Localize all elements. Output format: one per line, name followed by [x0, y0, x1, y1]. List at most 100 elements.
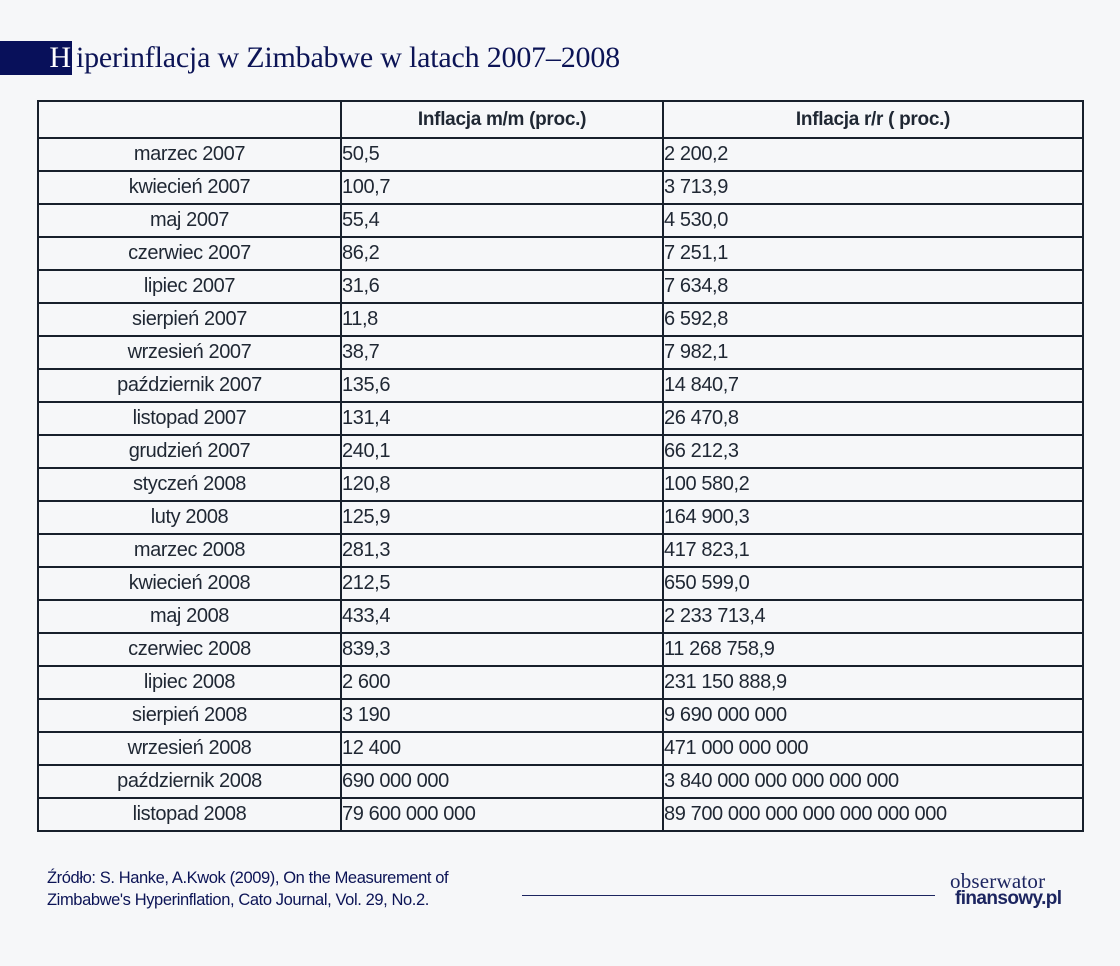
- row-inflation-mm: 79 600 000 000: [340, 797, 664, 832]
- row-month: czerwiec 2008: [37, 632, 342, 667]
- row-inflation-rr: 26 470,8: [662, 401, 1084, 436]
- row-inflation-mm: 120,8: [340, 467, 664, 502]
- table-row: sierpień 2007 11,8 6 592,8: [37, 302, 1084, 337]
- title-accent-block: H: [0, 41, 72, 75]
- source-line-1: Źródło: S. Hanke, A.Kwok (2009), On the …: [47, 869, 449, 887]
- row-inflation-rr: 231 150 888,9: [662, 665, 1084, 700]
- inflation-table: Inflacja m/m (proc.) Inflacja r/r ( proc…: [37, 100, 1084, 832]
- row-month: listopad 2008: [37, 797, 342, 832]
- row-inflation-mm: 131,4: [340, 401, 664, 436]
- row-inflation-rr: 650 599,0: [662, 566, 1084, 601]
- row-inflation-rr: 417 823,1: [662, 533, 1084, 568]
- row-inflation-mm: 38,7: [340, 335, 664, 370]
- row-month: październik 2008: [37, 764, 342, 799]
- table-row: wrzesień 2008 12 400 471 000 000 000: [37, 731, 1084, 766]
- row-inflation-mm: 212,5: [340, 566, 664, 601]
- obserwator-finansowy-logo: obserwator finansowy.pl: [950, 869, 1062, 909]
- logo-top-text: obserwator: [950, 869, 1046, 893]
- table-row: październik 2008 690 000 000 3 840 000 000…: [37, 764, 1084, 799]
- row-inflation-rr: 471 000 000 000: [662, 731, 1084, 766]
- title-text: iperinflacja w Zimbabwe w latach 2007–20…: [76, 41, 620, 74]
- logo-bottom-text: finansowy.pl: [955, 888, 1062, 909]
- table-row: listopad 2008 79 600 000 000 89 700 000 00…: [37, 797, 1084, 832]
- row-month: maj 2008: [37, 599, 342, 634]
- row-inflation-rr: 66 212,3: [662, 434, 1084, 469]
- row-inflation-mm: 839,3: [340, 632, 664, 667]
- row-inflation-mm: 125,9: [340, 500, 664, 535]
- header-mm: Inflacja m/m (proc.): [340, 100, 664, 139]
- row-inflation-rr: 11 268 758,9: [662, 632, 1084, 667]
- table-row: styczeń 2008 120,8 100 580,2: [37, 467, 1084, 502]
- row-inflation-mm: 433,4: [340, 599, 664, 634]
- row-month: maj 2007: [37, 203, 342, 238]
- table-row: luty 2008 125,9 164 900,3: [37, 500, 1084, 535]
- row-month: październik 2007: [37, 368, 342, 403]
- row-inflation-mm: 3 190: [340, 698, 664, 733]
- footer-divider: [522, 895, 935, 896]
- row-inflation-mm: 12 400: [340, 731, 664, 766]
- row-inflation-rr: 2 233 713,4: [662, 599, 1084, 634]
- row-inflation-mm: 50,5: [340, 137, 664, 172]
- row-inflation-rr: 3 840 000 000 000 000 000: [662, 764, 1084, 799]
- table-row: sierpień 2008 3 190 9 690 000 000: [37, 698, 1084, 733]
- row-month: sierpień 2008: [37, 698, 342, 733]
- row-month: wrzesień 2007: [37, 335, 342, 370]
- row-inflation-mm: 100,7: [340, 170, 664, 205]
- row-month: czerwiec 2007: [37, 236, 342, 271]
- row-inflation-rr: 3 713,9: [662, 170, 1084, 205]
- row-month: sierpień 2007: [37, 302, 342, 337]
- header-rr: Inflacja r/r ( proc.): [662, 100, 1084, 139]
- table-row: lipiec 2007 31,6 7 634,8: [37, 269, 1084, 304]
- row-inflation-mm: 2 600: [340, 665, 664, 700]
- row-inflation-rr: 2 200,2: [662, 137, 1084, 172]
- header-month: [37, 100, 342, 139]
- row-inflation-rr: 7 251,1: [662, 236, 1084, 271]
- row-inflation-mm: 281,3: [340, 533, 664, 568]
- row-month: listopad 2007: [37, 401, 342, 436]
- table-row: marzec 2007 50,5 2 200,2: [37, 137, 1084, 172]
- table-row: czerwiec 2008 839,3 11 268 758,9: [37, 632, 1084, 667]
- table-row: maj 2008 433,4 2 233 713,4: [37, 599, 1084, 634]
- row-inflation-rr: 6 592,8: [662, 302, 1084, 337]
- table-row: listopad 2007 131,4 26 470,8: [37, 401, 1084, 436]
- source-note: Źródło: S. Hanke, A.Kwok (2009), On the …: [47, 867, 449, 911]
- table-row: październik 2007 135,6 14 840,7: [37, 368, 1084, 403]
- row-inflation-mm: 240,1: [340, 434, 664, 469]
- table-row: marzec 2008 281,3 417 823,1: [37, 533, 1084, 568]
- row-month: lipiec 2008: [37, 665, 342, 700]
- row-inflation-rr: 89 700 000 000 000 000 000 000: [662, 797, 1084, 832]
- row-inflation-rr: 4 530,0: [662, 203, 1084, 238]
- row-month: kwiecień 2007: [37, 170, 342, 205]
- table-header-row: Inflacja m/m (proc.) Inflacja r/r ( proc…: [37, 100, 1084, 139]
- table-row: kwiecień 2008 212,5 650 599,0: [37, 566, 1084, 601]
- row-inflation-mm: 11,8: [340, 302, 664, 337]
- row-inflation-rr: 100 580,2: [662, 467, 1084, 502]
- row-inflation-rr: 14 840,7: [662, 368, 1084, 403]
- table-row: kwiecień 2007 100,7 3 713,9: [37, 170, 1084, 205]
- row-month: marzec 2008: [37, 533, 342, 568]
- row-month: lipiec 2007: [37, 269, 342, 304]
- row-inflation-mm: 31,6: [340, 269, 664, 304]
- row-inflation-mm: 135,6: [340, 368, 664, 403]
- row-month: luty 2008: [37, 500, 342, 535]
- source-line-2: Zimbabwe's Hyperinflation, Cato Journal,…: [47, 891, 429, 909]
- row-month: wrzesień 2008: [37, 731, 342, 766]
- row-inflation-rr: 9 690 000 000: [662, 698, 1084, 733]
- row-inflation-mm: 86,2: [340, 236, 664, 271]
- row-month: styczeń 2008: [37, 467, 342, 502]
- table-row: wrzesień 2007 38,7 7 982,1: [37, 335, 1084, 370]
- title-initial: H: [49, 41, 71, 74]
- table-row: lipiec 2008 2 600 231 150 888,9: [37, 665, 1084, 700]
- row-inflation-rr: 164 900,3: [662, 500, 1084, 535]
- row-month: marzec 2007: [37, 137, 342, 172]
- row-month: kwiecień 2008: [37, 566, 342, 601]
- table-row: maj 2007 55,4 4 530,0: [37, 203, 1084, 238]
- row-inflation-mm: 690 000 000: [340, 764, 664, 799]
- row-inflation-rr: 7 634,8: [662, 269, 1084, 304]
- page-title: H iperinflacja w Zimbabwe w latach 2007–…: [0, 41, 620, 75]
- row-inflation-mm: 55,4: [340, 203, 664, 238]
- table-row: czerwiec 2007 86,2 7 251,1: [37, 236, 1084, 271]
- row-month: grudzień 2007: [37, 434, 342, 469]
- table-row: grudzień 2007 240,1 66 212,3: [37, 434, 1084, 469]
- table-body: marzec 2007 50,5 2 200,2 kwiecień 2007 100,7…: [37, 137, 1084, 832]
